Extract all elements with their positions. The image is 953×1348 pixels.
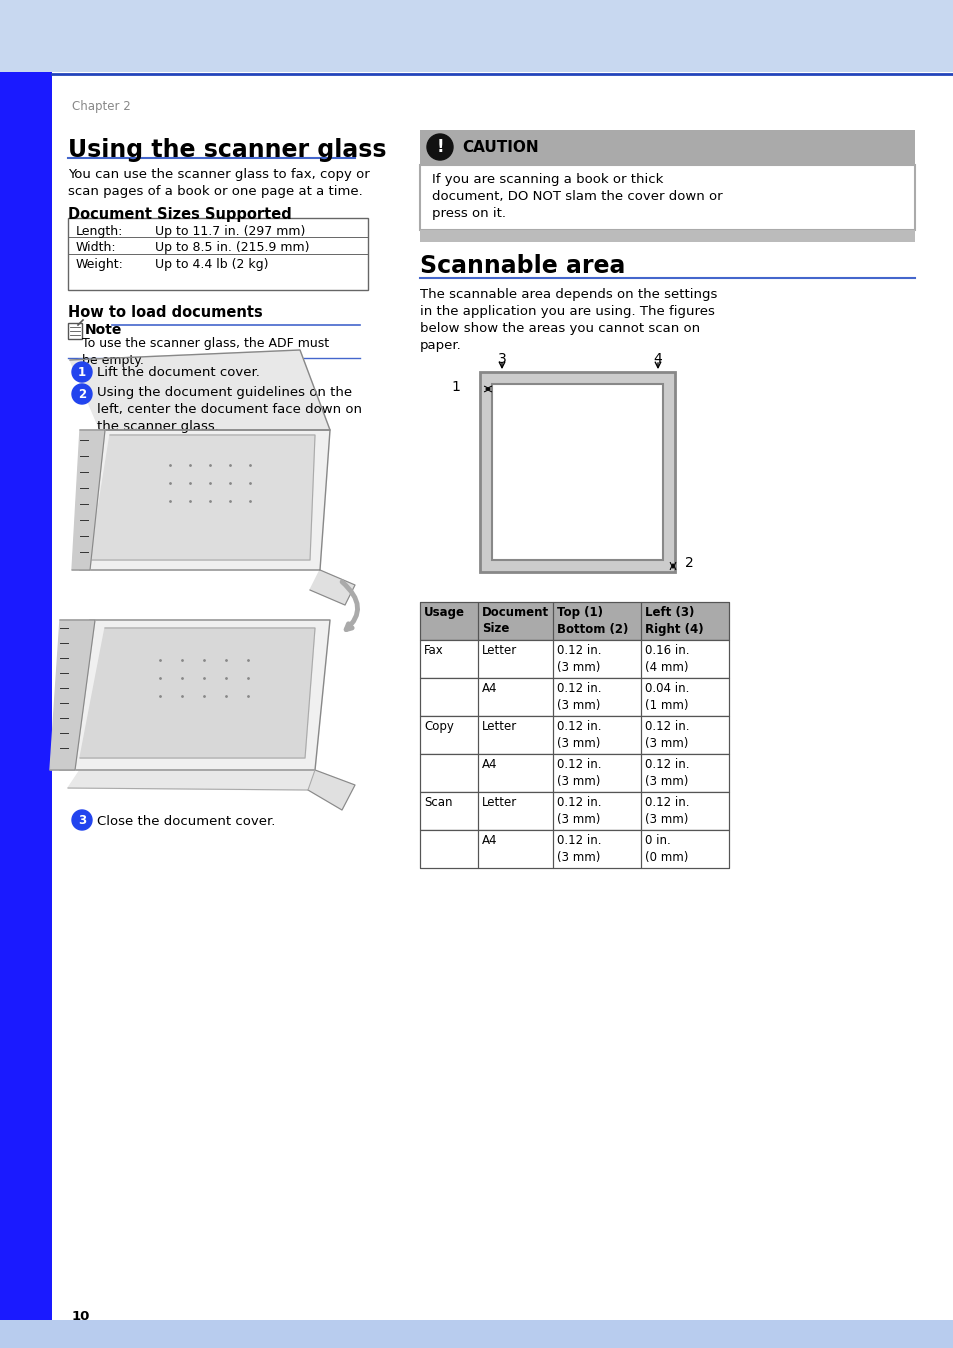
Bar xyxy=(479,372,675,572)
Text: 0.12 in.
(3 mm): 0.12 in. (3 mm) xyxy=(644,758,689,787)
Text: !: ! xyxy=(436,137,443,156)
Bar xyxy=(419,793,477,830)
Text: The scannable area depends on the settings
in the application you are using. The: The scannable area depends on the settin… xyxy=(419,288,717,352)
Bar xyxy=(419,603,477,640)
Text: Chapter 2: Chapter 2 xyxy=(71,100,131,113)
Bar xyxy=(419,678,477,716)
Text: Scannable area: Scannable area xyxy=(419,253,625,278)
Text: Copy: Copy xyxy=(423,720,454,733)
Bar xyxy=(419,754,728,793)
Bar xyxy=(640,603,728,640)
Text: 0.16 in.
(4 mm): 0.16 in. (4 mm) xyxy=(644,644,689,674)
Polygon shape xyxy=(71,430,105,570)
Bar xyxy=(477,678,553,716)
Circle shape xyxy=(71,810,91,830)
Bar xyxy=(553,830,640,868)
Polygon shape xyxy=(50,620,95,770)
Text: Weight:: Weight: xyxy=(76,257,124,271)
Text: 0.12 in.
(3 mm): 0.12 in. (3 mm) xyxy=(557,758,601,787)
Bar xyxy=(419,754,477,793)
Text: 0 in.
(0 mm): 0 in. (0 mm) xyxy=(644,834,688,864)
Text: Letter: Letter xyxy=(481,797,517,809)
Bar xyxy=(419,129,914,164)
Text: Lift the document cover.: Lift the document cover. xyxy=(97,367,259,379)
Bar xyxy=(477,603,553,640)
Bar xyxy=(0,71,52,1348)
Bar xyxy=(419,830,728,868)
Text: A4: A4 xyxy=(481,834,497,847)
Text: Note: Note xyxy=(85,324,122,337)
Bar xyxy=(419,793,728,830)
Bar xyxy=(0,1320,953,1348)
Text: 0.12 in.
(3 mm): 0.12 in. (3 mm) xyxy=(557,682,601,712)
Text: Length:: Length: xyxy=(76,225,123,239)
Text: 10: 10 xyxy=(71,1310,91,1322)
Text: Left (3)
Right (4): Left (3) Right (4) xyxy=(644,607,703,635)
Bar xyxy=(477,793,553,830)
Text: How to load documents: How to load documents xyxy=(68,305,262,319)
Text: 1: 1 xyxy=(451,380,459,394)
Polygon shape xyxy=(80,430,330,570)
Text: Top (1)
Bottom (2): Top (1) Bottom (2) xyxy=(557,607,628,635)
Polygon shape xyxy=(308,770,355,810)
Text: 0.04 in.
(1 mm): 0.04 in. (1 mm) xyxy=(644,682,689,712)
Bar xyxy=(640,678,728,716)
Text: 3: 3 xyxy=(497,352,506,367)
Text: Fax: Fax xyxy=(423,644,443,656)
Bar xyxy=(419,678,728,716)
Polygon shape xyxy=(90,435,314,559)
Bar xyxy=(640,793,728,830)
Bar xyxy=(419,716,477,754)
Bar xyxy=(68,218,368,290)
Bar xyxy=(419,830,477,868)
Text: 0.12 in.
(3 mm): 0.12 in. (3 mm) xyxy=(644,797,689,825)
Text: 3: 3 xyxy=(78,813,86,826)
Text: Width:: Width: xyxy=(76,241,116,253)
Bar xyxy=(477,640,553,678)
Circle shape xyxy=(427,133,453,160)
Bar xyxy=(492,384,662,559)
Text: If you are scanning a book or thick
document, DO NOT slam the cover down or
pres: If you are scanning a book or thick docu… xyxy=(432,173,721,220)
Text: A4: A4 xyxy=(481,758,497,771)
Text: 0.12 in.
(3 mm): 0.12 in. (3 mm) xyxy=(557,720,601,749)
Text: Up to 4.4 lb (2 kg): Up to 4.4 lb (2 kg) xyxy=(154,257,268,271)
Bar xyxy=(553,716,640,754)
Polygon shape xyxy=(60,620,330,770)
Bar xyxy=(553,793,640,830)
Text: 0.12 in.
(3 mm): 0.12 in. (3 mm) xyxy=(644,720,689,749)
Text: 1: 1 xyxy=(78,365,86,379)
Bar xyxy=(419,164,914,231)
Bar xyxy=(419,716,728,754)
Bar xyxy=(68,324,82,338)
Text: Document
Size: Document Size xyxy=(481,607,549,635)
Polygon shape xyxy=(68,770,314,790)
Polygon shape xyxy=(310,570,355,605)
Text: To use the scanner glass, the ADF must
be empty.: To use the scanner glass, the ADF must b… xyxy=(82,337,329,367)
Text: 2: 2 xyxy=(684,555,693,570)
Text: Letter: Letter xyxy=(481,720,517,733)
Text: Close the document cover.: Close the document cover. xyxy=(97,816,275,828)
Polygon shape xyxy=(70,350,330,430)
Text: You can use the scanner glass to fax, copy or
scan pages of a book or one page a: You can use the scanner glass to fax, co… xyxy=(68,168,370,198)
Text: Using the document guidelines on the
left, center the document face down on
the : Using the document guidelines on the lef… xyxy=(97,386,361,433)
Text: Using the scanner glass: Using the scanner glass xyxy=(68,137,386,162)
Text: 0.12 in.
(3 mm): 0.12 in. (3 mm) xyxy=(557,797,601,825)
Text: Letter: Letter xyxy=(481,644,517,656)
Bar xyxy=(640,640,728,678)
Text: Up to 8.5 in. (215.9 mm): Up to 8.5 in. (215.9 mm) xyxy=(154,241,309,253)
Bar xyxy=(640,716,728,754)
Text: Scan: Scan xyxy=(423,797,452,809)
Bar xyxy=(419,603,728,640)
Text: 0.12 in.
(3 mm): 0.12 in. (3 mm) xyxy=(557,834,601,864)
Bar xyxy=(553,754,640,793)
Bar xyxy=(553,640,640,678)
Bar xyxy=(419,640,477,678)
Text: 0.12 in.
(3 mm): 0.12 in. (3 mm) xyxy=(557,644,601,674)
Text: Document Sizes Supported: Document Sizes Supported xyxy=(68,208,292,222)
Circle shape xyxy=(71,384,91,404)
Text: CAUTION: CAUTION xyxy=(461,139,538,155)
Text: A4: A4 xyxy=(481,682,497,696)
Bar xyxy=(419,231,914,243)
Polygon shape xyxy=(80,628,314,758)
Bar xyxy=(419,640,728,678)
